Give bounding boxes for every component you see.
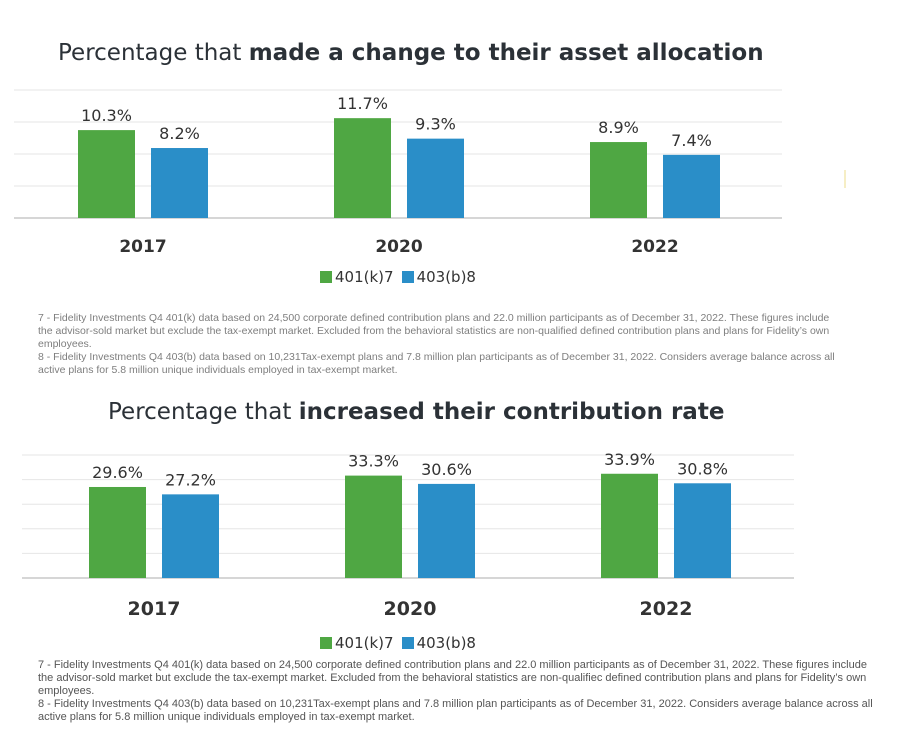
bar-401k-2017 xyxy=(89,486,146,578)
chart-2-plot: 29.6% 27.2% 2017 33.3% 30.6% 2020 33.9% 30.8% 20… xyxy=(22,450,794,620)
bar-401k-2020 xyxy=(334,118,391,218)
legend-swatch-403b xyxy=(401,271,414,283)
bar-401k-2020 xyxy=(345,475,402,578)
chart-1-legend: 401(k)7 403(b)8 xyxy=(320,268,476,286)
legend-swatch-401k xyxy=(320,271,332,283)
data-label-401k-2017: 10.3% xyxy=(81,106,132,125)
chart-2-title-plain: Percentage that xyxy=(108,399,299,425)
data-label-401k-2020: 33.3% xyxy=(348,452,399,471)
data-label-403b-2017: 8.2% xyxy=(159,124,200,143)
bar-403b-2017 xyxy=(162,494,219,578)
data-label-403b-2020: 9.3% xyxy=(415,115,456,134)
data-label-401k-2017: 29.6% xyxy=(92,463,143,482)
chart-1-footnotes: 7 - Fidelity Investments Q4 401(k) data … xyxy=(38,312,838,377)
category-label-2020: 2020 xyxy=(384,598,437,620)
legend-label-403b: 403(b)8 xyxy=(416,268,476,286)
category-label-2022: 2022 xyxy=(631,237,678,257)
category-label-2022: 2022 xyxy=(640,598,693,620)
bar-403b-2020 xyxy=(407,138,464,218)
bar-403b-2022 xyxy=(663,154,720,218)
chart-2-footnotes: 7 - Fidelity Investments Q4 401(k) data … xyxy=(38,659,878,724)
legend-swatch-401k xyxy=(320,637,332,649)
legend-label-401k: 401(k)7 xyxy=(335,268,394,286)
chart-1-title: Percentage that made a change to their a… xyxy=(58,40,764,66)
data-label-403b-2022: 30.8% xyxy=(677,459,728,478)
legend-swatch-403b xyxy=(401,637,414,649)
chart-2-legend: 401(k)7 403(b)8 xyxy=(320,634,476,652)
category-label-2020: 2020 xyxy=(375,237,422,257)
footnote-8: 8 - Fidelity Investments Q4 403(b) data … xyxy=(38,351,835,376)
bar-401k-2022 xyxy=(601,473,658,578)
bar-401k-2017 xyxy=(78,130,135,218)
data-label-401k-2022: 8.9% xyxy=(598,118,639,137)
chart-2-title: Percentage that increased their contribu… xyxy=(108,399,724,425)
bar-403b-2022 xyxy=(674,483,731,578)
chart-1-title-plain: Percentage that xyxy=(58,40,249,66)
footnote-8: 8 - Fidelity Investments Q4 403(b) data … xyxy=(38,698,873,723)
data-label-403b-2022: 7.4% xyxy=(671,131,712,150)
data-label-401k-2020: 11.7% xyxy=(337,94,388,113)
chart-1-title-bold: made a change to their asset allocation xyxy=(248,40,764,66)
category-label-2017: 2017 xyxy=(128,598,181,620)
legend-label-401k: 401(k)7 xyxy=(335,634,394,652)
footnote-7: 7 - Fidelity Investments Q4 401(k) data … xyxy=(38,312,830,350)
chart-2-title-bold: increased their contribution rate xyxy=(298,399,725,425)
chart-1-plot: 10.3% 8.2% 2017 11.7% 9.3% 2020 8.9% 7.4% 2022 xyxy=(14,89,782,257)
data-label-401k-2022: 33.9% xyxy=(604,450,655,469)
footnote-7: 7 - Fidelity Investments Q4 401(k) data … xyxy=(38,659,867,697)
legend-label-403b: 403(b)8 xyxy=(416,634,476,652)
bar-403b-2017 xyxy=(151,148,208,218)
bar-401k-2022 xyxy=(590,142,647,218)
bar-403b-2020 xyxy=(418,483,475,578)
data-label-403b-2017: 27.2% xyxy=(165,470,216,489)
decorative-mark xyxy=(844,170,846,188)
category-label-2017: 2017 xyxy=(119,237,166,257)
data-label-403b-2020: 30.6% xyxy=(421,460,472,479)
